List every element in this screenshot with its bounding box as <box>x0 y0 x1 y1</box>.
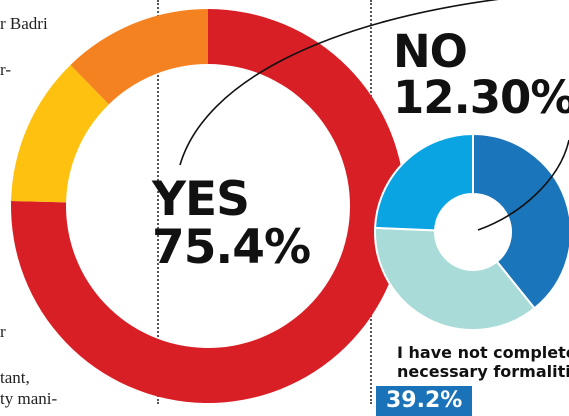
other-slice-lower <box>11 64 109 203</box>
detail-slice-second <box>374 226 536 331</box>
no-label: NO <box>393 25 468 78</box>
yes-percent: 75.4% <box>152 220 311 275</box>
detail-slice-main <box>472 132 569 310</box>
article-line-2: r- <box>0 60 11 79</box>
other-slice-upper <box>70 9 208 105</box>
donut-charts <box>11 0 569 404</box>
detail-caption-line-2: necessary formaliti <box>397 362 569 381</box>
article-line-3: r <box>0 322 6 341</box>
no-percent: 12.30% <box>393 71 569 124</box>
column-divider-left <box>157 0 159 404</box>
detail-percent-badge: 39.2% <box>376 386 473 416</box>
article-line-5: ty mani- <box>0 389 58 408</box>
yes-label: YES <box>152 172 250 227</box>
yes-leader-line <box>179 0 500 166</box>
article-line-4: tant, <box>0 368 30 387</box>
detail-slice-third <box>374 132 474 232</box>
detail-leader-line <box>477 139 569 231</box>
article-line-1: r Badri <box>0 14 48 33</box>
detail-caption-line-1: I have not complete <box>397 343 569 362</box>
